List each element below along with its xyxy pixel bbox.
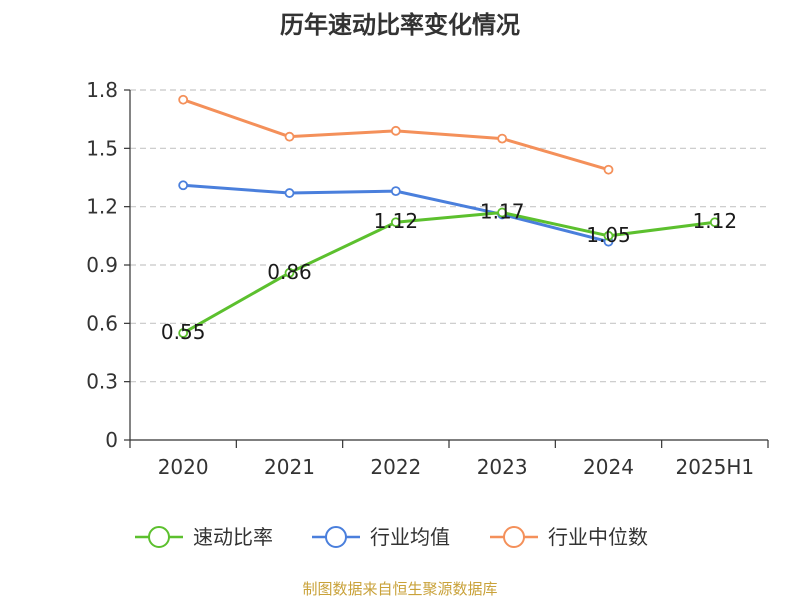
data-point (390, 186, 401, 197)
data-point (284, 188, 295, 198)
chart-title: 历年速动比率变化情况 (280, 11, 520, 39)
source-note: 制图数据来自恒生聚源数据库 (302, 580, 498, 598)
data-label: 1.12 (374, 209, 419, 233)
data-point (390, 125, 401, 136)
y-tick-label: 0 (105, 428, 118, 452)
legend-marker (503, 526, 525, 548)
data-point (178, 94, 189, 105)
data-point (390, 217, 401, 228)
y-tick-label: 1.5 (86, 136, 118, 160)
data-point (603, 230, 614, 241)
legend-label: 行业均值 (370, 525, 450, 549)
series-line-0 (182, 211, 716, 335)
y-tick-label: 1.8 (86, 78, 118, 102)
legend-marker (148, 526, 170, 548)
data-label: 1.12 (693, 209, 738, 233)
data-point (497, 133, 508, 144)
x-tick-label: 2024 (583, 455, 634, 479)
data-point (284, 267, 295, 278)
legend-label: 速动比率 (193, 525, 273, 549)
data-label: 0.86 (267, 260, 312, 284)
data-point (178, 328, 189, 338)
data-point (284, 131, 295, 142)
y-tick-label: 1.2 (86, 195, 118, 219)
y-tick-label: 0.9 (86, 253, 118, 277)
data-label: 1.05 (586, 223, 631, 247)
y-tick-label: 0.6 (86, 311, 118, 335)
x-tick-label: 2021 (264, 455, 315, 479)
data-point (709, 217, 720, 228)
x-tick-label: 2025H1 (675, 455, 754, 479)
x-tick-label: 2020 (158, 455, 209, 479)
y-tick-label: 0.3 (86, 370, 118, 394)
x-tick-label: 2023 (477, 455, 528, 479)
x-tick-label: 2022 (370, 455, 421, 479)
data-label: 0.55 (161, 320, 206, 344)
data-point (178, 180, 189, 191)
data-label: 1.17 (480, 200, 525, 224)
legend-marker (325, 526, 347, 548)
data-point (603, 164, 614, 175)
data-point (497, 207, 508, 218)
legend-label: 行业中位数 (548, 525, 648, 549)
